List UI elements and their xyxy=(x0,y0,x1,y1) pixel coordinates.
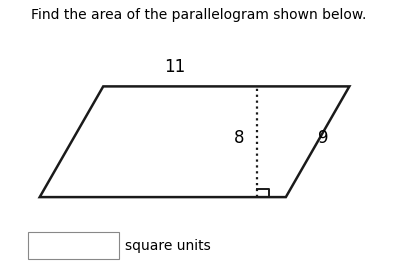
Text: Find the area of the parallelogram shown below.: Find the area of the parallelogram shown… xyxy=(31,8,366,22)
Text: 9: 9 xyxy=(318,129,328,147)
Text: 8: 8 xyxy=(234,129,244,147)
Polygon shape xyxy=(40,86,349,197)
Text: 11: 11 xyxy=(164,58,185,76)
Text: square units: square units xyxy=(125,239,211,253)
Bar xyxy=(28,232,119,259)
